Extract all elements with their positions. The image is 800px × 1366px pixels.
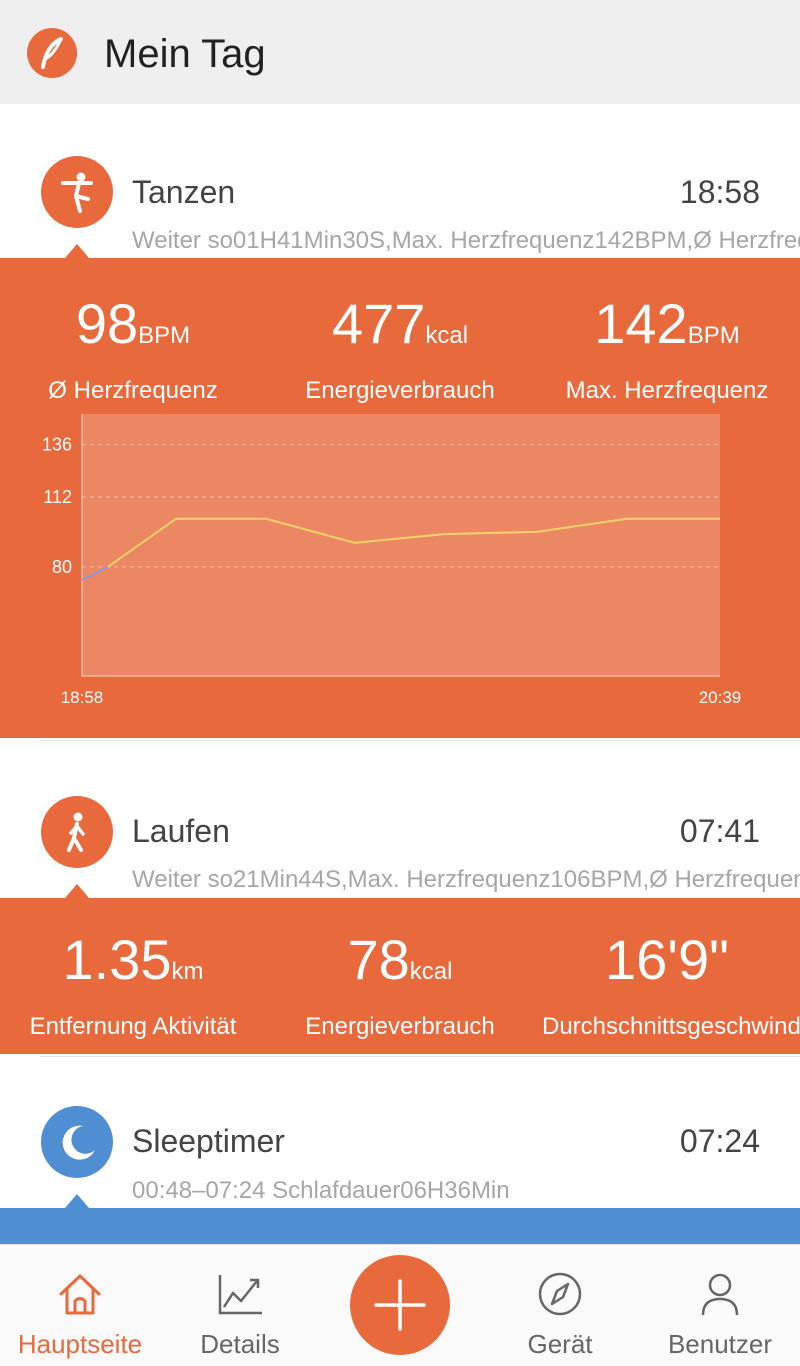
energy-stat: 78kcal Energieverbrauch: [267, 930, 533, 1042]
stat-label: Energieverbrauch: [305, 377, 495, 404]
y-tick-label: 136: [42, 435, 72, 455]
home-icon: [59, 1274, 101, 1315]
nav-label: Benutzer: [667, 1329, 773, 1359]
stat-unit: kcal: [409, 958, 453, 985]
stat-label: Entfernung Aktivität: [29, 1013, 237, 1040]
nav-item-details[interactable]: Details: [160, 1245, 320, 1366]
x-tick-label: 18:58: [61, 688, 104, 707]
activity-time: 07:41: [679, 813, 760, 849]
distance-stat: 1.35km Entfernung Aktivität: [0, 930, 266, 1042]
energy-stat: 477kcal Energieverbrauch: [267, 294, 533, 406]
activity-name[interactable]: Laufen: [132, 813, 230, 849]
stat-unit: BPM: [687, 322, 740, 349]
feather-logo-icon: [27, 28, 77, 78]
activity-summary-container: Weiter so21Min44S,Max. Herzfrequenz106BP…: [0, 865, 800, 899]
heart-rate-line: [107, 517, 720, 568]
activity-time: 18:58: [679, 174, 760, 210]
stat-value: 78: [347, 928, 410, 991]
add-activity-button[interactable]: [350, 1255, 450, 1355]
divider: [40, 740, 800, 741]
stat-label: Ø Herzfrequenz: [48, 377, 218, 404]
activity-pointer: [65, 1194, 89, 1208]
nav-label: Hauptseite: [17, 1329, 143, 1359]
heart-rate-line-start: [81, 565, 109, 581]
stat-label: Durchschnittsgeschwindigkeit: [542, 1013, 800, 1040]
stat-unit: BPM: [138, 322, 191, 349]
activity-detail-panel[interactable]: 98BPM Ø Herzfrequenz 477kcal Energieverb…: [0, 258, 800, 738]
activity-detail-panel[interactable]: 1.35km Entfernung Aktivität 78kcal Energ…: [0, 898, 800, 1054]
activity-summary: Weiter so01H41Min30S,Max. Herzfrequenz14…: [132, 227, 800, 254]
moon-icon[interactable]: [41, 1106, 113, 1178]
chart-plot-area: [82, 414, 720, 676]
sleep-detail-panel[interactable]: [0, 1208, 800, 1244]
activity-summary: 00:48–07:24 Schlafdauer06H36Min: [132, 1177, 510, 1204]
page-title: Mein Tag: [104, 32, 266, 76]
nav-item-user[interactable]: Benutzer: [640, 1245, 800, 1366]
avg-heart-rate-stat: 98BPM Ø Herzfrequenz: [0, 294, 266, 406]
chart-icon: [218, 1275, 262, 1315]
stat-unit: km: [171, 958, 204, 985]
activity-name[interactable]: Tanzen: [132, 174, 236, 210]
stat-label: Energieverbrauch: [305, 1013, 495, 1040]
stat-value: 477: [331, 292, 426, 355]
nav-label: Details: [200, 1329, 280, 1359]
x-tick-label: 20:39: [699, 688, 742, 707]
stat-unit: kcal: [425, 322, 469, 349]
app-header: Mein Tag: [0, 0, 800, 104]
nav-item-device[interactable]: Gerät: [480, 1245, 640, 1366]
stat-value: 98: [75, 292, 139, 355]
y-tick-label: 112: [43, 487, 72, 507]
activity-name[interactable]: Sleeptimer: [132, 1123, 285, 1159]
stat-value: 16'9": [604, 930, 729, 991]
walker-icon[interactable]: [41, 796, 113, 868]
stat-value: 1.35: [62, 928, 172, 991]
heart-rate-chart[interactable]: 136 112 80 18:58 20:39: [0, 258, 800, 738]
activity-time: 07:24: [679, 1123, 760, 1159]
activity-pointer: [65, 884, 89, 898]
compass-icon: [538, 1272, 582, 1316]
stat-value: 142: [594, 292, 688, 355]
max-heart-rate-stat: 142BPM Max. Herzfrequenz: [534, 294, 800, 406]
dancer-icon[interactable]: [41, 156, 113, 228]
nav-label: Gerät: [527, 1329, 593, 1359]
user-icon: [701, 1273, 739, 1316]
y-tick-label: 80: [52, 557, 72, 577]
divider: [40, 1056, 800, 1057]
activity-summary-container: Weiter so01H41Min30S,Max. Herzfrequenz14…: [0, 226, 800, 260]
activity-summary: Weiter so21Min44S,Max. Herzfrequenz106BP…: [132, 866, 800, 893]
plus-icon: [374, 1279, 426, 1331]
nav-item-home[interactable]: Hauptseite: [0, 1245, 160, 1366]
activity-pointer: [65, 244, 89, 258]
stat-label: Max. Herzfrequenz: [565, 377, 769, 404]
avg-speed-stat: 16'9" Durchschnittsgeschwindigkeit: [534, 930, 800, 1042]
